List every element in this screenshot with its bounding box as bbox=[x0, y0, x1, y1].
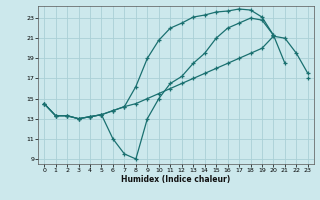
X-axis label: Humidex (Indice chaleur): Humidex (Indice chaleur) bbox=[121, 175, 231, 184]
